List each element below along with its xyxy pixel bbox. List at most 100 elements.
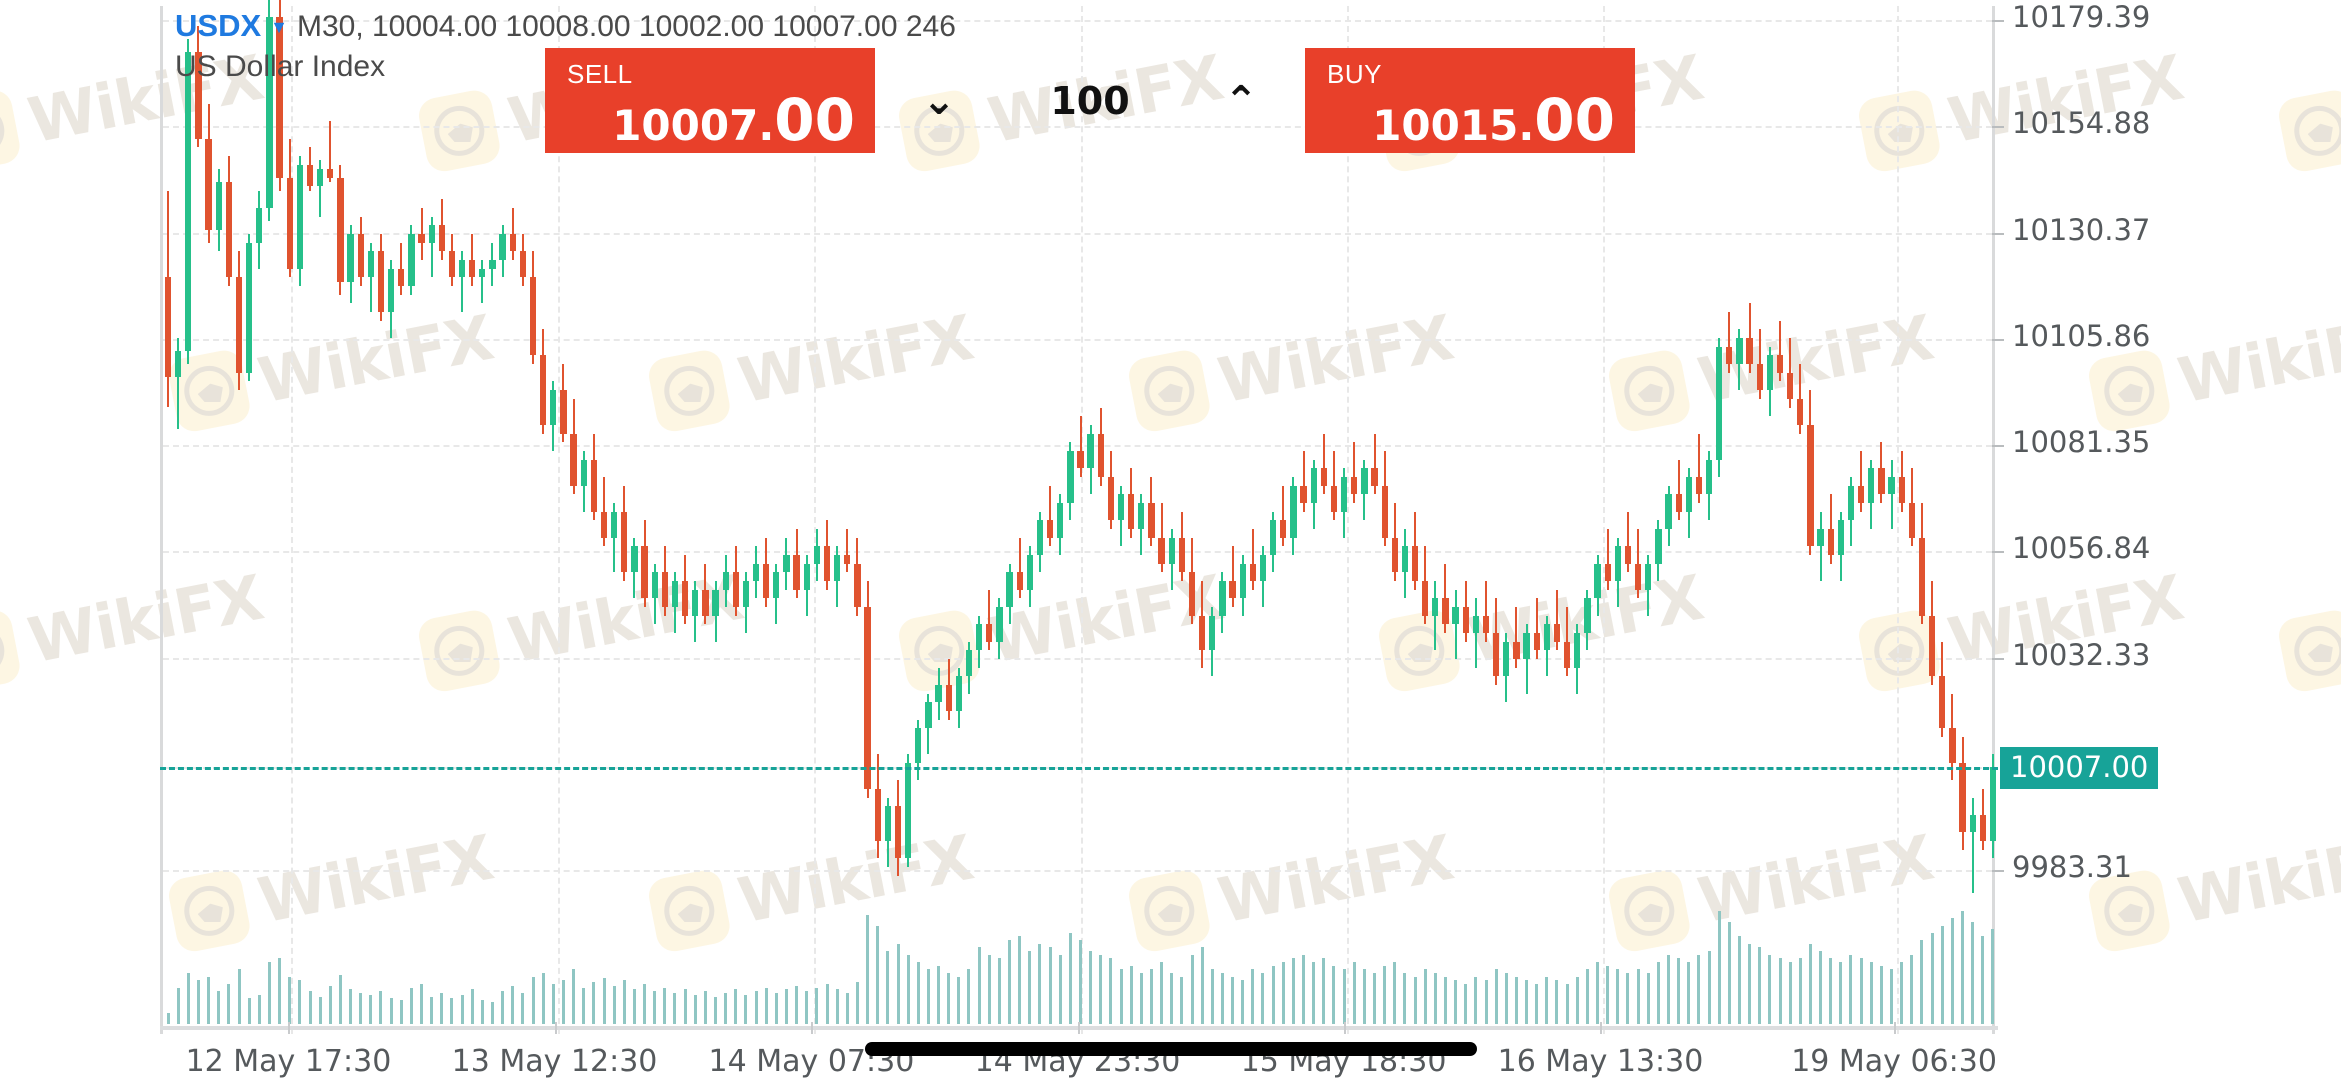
candle-body xyxy=(661,572,668,607)
candle-wick xyxy=(1890,459,1893,529)
candle-wick xyxy=(805,554,808,616)
volume-bar xyxy=(1454,980,1458,1024)
volume-bar xyxy=(1484,980,1488,1024)
gridline-horizontal xyxy=(163,445,1992,447)
gridline-vertical xyxy=(1603,6,1606,1034)
candle-wick xyxy=(978,615,981,668)
candle-wick xyxy=(379,234,382,321)
volume-bar xyxy=(1241,980,1245,1024)
candle-wick xyxy=(1049,485,1052,547)
candle-body xyxy=(681,580,689,616)
volume-bar xyxy=(703,991,707,1024)
candle-wick xyxy=(1586,589,1589,651)
candle-body xyxy=(256,208,263,243)
price-axis[interactable]: 10179.39 10154.88 10130.37 10105.86 10081.35… xyxy=(1992,0,2341,1080)
volume-bar xyxy=(1545,976,1549,1024)
volume-bar xyxy=(247,998,251,1024)
candle-wick xyxy=(1545,615,1548,677)
candle-wick xyxy=(1140,494,1143,555)
gridline-vertical xyxy=(557,6,560,1034)
sell-label: SELL xyxy=(567,59,633,89)
candle-body xyxy=(1736,338,1743,365)
candle-body xyxy=(965,650,973,677)
volume-bar xyxy=(1231,976,1235,1024)
volume-bar xyxy=(1048,947,1052,1024)
candle-wick xyxy=(1383,450,1386,547)
candle-wick xyxy=(917,719,920,781)
candle-body xyxy=(1807,424,1814,547)
candle-body xyxy=(1959,762,1966,833)
volume-bar xyxy=(176,987,180,1024)
candle-wick xyxy=(1920,502,1923,625)
gridline-horizontal xyxy=(163,338,1992,341)
sell-button[interactable]: SELL 10007.00 xyxy=(545,48,875,153)
candle-body xyxy=(905,762,912,859)
chevron-down-icon[interactable]: ⌄ xyxy=(922,77,956,124)
candle-wick xyxy=(471,234,474,287)
volume-bar xyxy=(1464,983,1468,1024)
symbol-label[interactable]: USDX xyxy=(175,8,262,43)
volume-bar xyxy=(369,994,373,1024)
volume-bar xyxy=(196,980,200,1024)
candle-body xyxy=(692,589,699,616)
candle-body xyxy=(1239,563,1246,599)
candle-wick xyxy=(238,251,241,391)
ohlc-summary: M30, 10004.00 10008.00 10002.00 10007.00… xyxy=(296,10,956,43)
chart-plot-area[interactable] xyxy=(160,0,1997,1034)
candle-wick xyxy=(826,520,829,590)
candle-body xyxy=(1320,468,1327,486)
volume-value[interactable]: 100 xyxy=(1050,78,1130,123)
volume-bar xyxy=(1403,972,1407,1024)
buy-button[interactable]: BUY 10015.00 xyxy=(1305,48,1635,153)
volume-bar xyxy=(237,969,241,1024)
buy-price-main: 10015. xyxy=(1372,101,1535,150)
volume-bar xyxy=(957,976,961,1024)
volume-bar xyxy=(399,1000,403,1024)
volume-bar xyxy=(1555,980,1559,1024)
candle-wick xyxy=(400,242,403,295)
chevron-down-icon[interactable]: ▼ xyxy=(270,17,288,37)
candle-body xyxy=(1868,468,1875,503)
volume-bar xyxy=(1149,969,1153,1024)
volume-bar xyxy=(1170,972,1174,1024)
volume-bar xyxy=(1119,969,1123,1024)
volume-bar xyxy=(1038,943,1042,1024)
candle-body xyxy=(1776,355,1784,373)
chevron-up-icon[interactable]: ⌃ xyxy=(1224,77,1258,124)
candle-body xyxy=(1604,563,1611,581)
volume-bar xyxy=(1393,962,1397,1024)
volume-bar xyxy=(1900,962,1904,1024)
candle-body xyxy=(834,554,841,581)
candle-wick xyxy=(1677,459,1680,521)
candle-body xyxy=(1107,476,1115,521)
volume-bar xyxy=(997,958,1001,1024)
candle-body xyxy=(1128,494,1135,529)
candle-body xyxy=(1290,485,1297,538)
volume-bar xyxy=(1261,972,1265,1024)
sell-price: 10007.00 xyxy=(612,91,855,149)
time-axis-label: 19 May 06:30 xyxy=(1791,1044,1997,1079)
volume-bar xyxy=(490,1002,494,1024)
candle-wick xyxy=(1261,546,1264,607)
candle-wick xyxy=(532,251,535,365)
volume-bar xyxy=(1494,969,1498,1024)
candle-body xyxy=(560,390,567,434)
volume-bar xyxy=(1778,958,1782,1024)
candle-wick xyxy=(1120,485,1123,547)
volume-bar xyxy=(1200,947,1204,1024)
volume-bar xyxy=(947,972,951,1024)
trade-panel: SELL 10007.00 ⌄ 100 ⌃ BUY 10015.00 xyxy=(545,48,1635,153)
candle-body xyxy=(1817,528,1824,547)
volume-bar xyxy=(622,980,626,1024)
volume-bar xyxy=(1433,972,1437,1024)
candle-wick xyxy=(1860,450,1863,512)
volume-bar xyxy=(855,982,859,1024)
volume-bar xyxy=(531,976,535,1024)
volume-bar xyxy=(1160,962,1164,1024)
candle-body xyxy=(1574,632,1581,668)
candle-wick xyxy=(643,520,646,607)
candle-body xyxy=(844,554,851,564)
candle-wick xyxy=(907,754,910,867)
horizontal-time-scrollbar[interactable] xyxy=(865,1042,1477,1056)
volume-bar xyxy=(1656,962,1660,1024)
